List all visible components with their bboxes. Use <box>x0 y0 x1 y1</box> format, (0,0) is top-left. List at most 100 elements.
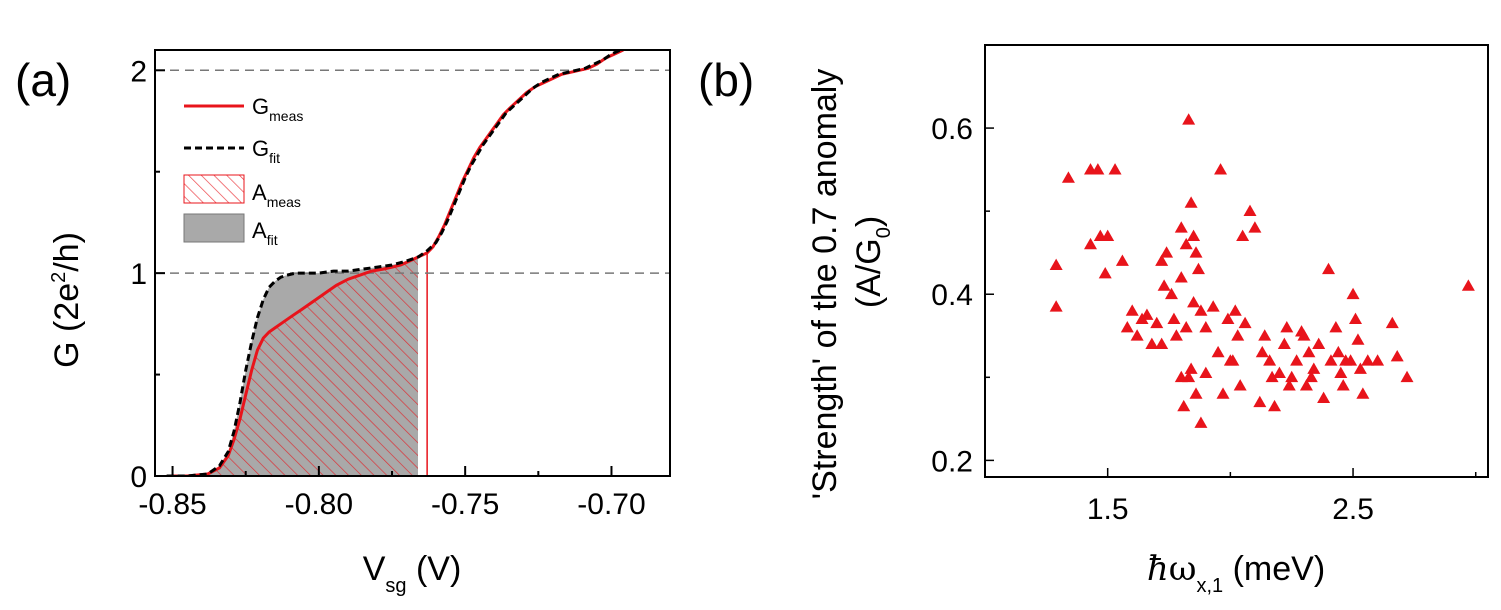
scatter-point <box>1164 287 1178 300</box>
scatter-point <box>1150 316 1164 329</box>
curve-g-fit <box>166 50 621 476</box>
legend-item-a-fit: Afit <box>183 213 278 248</box>
scatter-point <box>1189 246 1203 258</box>
scatter-point <box>1049 300 1063 312</box>
scatter-point <box>1199 320 1213 333</box>
legend-swatch-a-meas <box>183 174 245 204</box>
scatter-point <box>1272 366 1286 379</box>
scatter-point <box>1091 163 1105 175</box>
scatter-point <box>1329 320 1343 333</box>
scatter-point <box>1353 362 1367 374</box>
scatter-point <box>1084 237 1098 250</box>
scatter-point <box>1307 362 1321 374</box>
scatter-point <box>1199 366 1213 379</box>
scatter-point <box>1228 304 1242 316</box>
scatter-point <box>1390 350 1404 362</box>
scatter-point <box>1157 279 1171 291</box>
x-tick-label: -0.80 <box>285 488 353 521</box>
scatter-point <box>1206 300 1220 312</box>
y-tick-label: 0 <box>130 461 147 494</box>
y-axis-title-a: G (2e2/h) <box>48 232 86 368</box>
scatter-point <box>1461 279 1475 291</box>
y-tick-labels-a: 0 1 2 <box>130 55 147 494</box>
plot-frame-b <box>984 44 1489 478</box>
scatter-point <box>1115 254 1129 266</box>
y-tick-label: 0.6 <box>931 113 973 146</box>
ticks-b <box>985 127 1477 477</box>
scatter-point <box>1108 163 1122 175</box>
scatter-point <box>1334 366 1348 379</box>
scatter-point <box>1177 399 1191 412</box>
scatter-point <box>1349 312 1363 325</box>
scatter-points <box>1049 113 1475 428</box>
legend-label-a-fit: Afit <box>252 218 278 248</box>
scatter-point <box>1361 354 1375 366</box>
scatter-point <box>1371 354 1385 366</box>
scatter-point <box>1263 354 1277 366</box>
x-tick-label: 2.5 <box>1332 493 1374 526</box>
scatter-point <box>1223 354 1237 366</box>
scatter-point <box>1317 391 1331 403</box>
scatter-point <box>1174 221 1188 233</box>
scatter-point <box>1351 333 1365 345</box>
scatter-point <box>1216 387 1230 399</box>
scatter-point <box>1221 312 1235 325</box>
scatter-point <box>1285 370 1299 383</box>
y-axis-title-b-line1: 'Strength' of the 0.7 anomaly <box>806 69 844 500</box>
scatter-point <box>1098 266 1112 279</box>
scatter-point <box>1155 337 1169 349</box>
scatter-point <box>1160 246 1174 258</box>
legend-item-g-meas: Gmeas <box>184 94 303 124</box>
scatter-point <box>1169 329 1183 341</box>
panel-a-label: (a) <box>15 54 71 106</box>
scatter-point <box>1331 345 1345 358</box>
x-tick-labels-a: -0.85 -0.80 -0.75 -0.70 <box>138 488 645 521</box>
scatter-point <box>1155 254 1169 266</box>
scatter-point <box>1211 345 1225 358</box>
scatter-point <box>1299 379 1313 391</box>
area-meas <box>166 257 418 476</box>
x-tick-labels-b: 1.5 2.5 <box>1087 493 1374 526</box>
scatter-point <box>1290 354 1304 366</box>
legend-item-a-meas: Ameas <box>183 174 301 210</box>
scatter-point <box>1346 287 1360 300</box>
scatter-point <box>1248 221 1262 233</box>
scatter-point <box>1184 362 1198 374</box>
scatter-point <box>1179 320 1193 333</box>
scatter-point <box>1125 304 1139 316</box>
scatter-point <box>1400 370 1414 383</box>
legend-a: Gmeas Gfit Ameas Afit <box>183 94 303 248</box>
scatter-point <box>1140 308 1154 320</box>
scatter-point <box>1061 171 1075 183</box>
scatter-point <box>1265 370 1279 383</box>
panel-b: (b) 1.5 2.5 0.2 0.4 0.6 ħωx,1 (meV) 'Str… <box>698 44 1489 597</box>
scatter-point <box>1231 329 1245 341</box>
scatter-point <box>1182 113 1196 125</box>
scatter-point <box>1336 379 1350 391</box>
scatter-point <box>1187 296 1201 308</box>
scatter-point <box>1243 204 1257 217</box>
scatter-point <box>1184 196 1198 208</box>
scatter-point <box>1322 262 1336 275</box>
scatter-point <box>1297 329 1311 341</box>
scatter-point <box>1049 258 1063 271</box>
scatter-point <box>1174 271 1188 283</box>
scatter-point <box>1182 370 1196 383</box>
y-tick-label: 0.2 <box>931 445 973 478</box>
plot-frame-a <box>154 49 671 477</box>
scatter-point <box>1282 379 1296 391</box>
legend-item-g-fit: Gfit <box>184 136 280 166</box>
scatter-point <box>1236 229 1250 241</box>
scatter-point <box>1194 304 1208 316</box>
x-tick-label: -0.85 <box>138 488 206 521</box>
scatter-point <box>1356 387 1370 399</box>
x-tick-label: 1.5 <box>1087 493 1129 526</box>
panel-a: (a) -0.85 -0.80 -0.75 -0.70 0 1 2 <box>15 49 671 597</box>
scatter-point <box>1258 329 1272 341</box>
scatter-point <box>1130 329 1144 341</box>
legend-label-g-meas: Gmeas <box>252 94 303 124</box>
x-tick-label: -0.70 <box>577 488 645 521</box>
scatter-point <box>1167 312 1181 325</box>
scatter-point <box>1385 316 1399 329</box>
reference-lines <box>155 69 670 274</box>
